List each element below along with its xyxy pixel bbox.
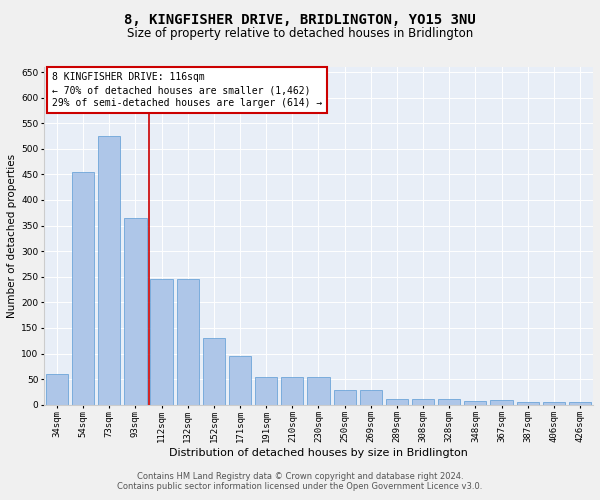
Bar — [72, 172, 94, 404]
Bar — [543, 402, 565, 404]
Bar — [151, 280, 173, 404]
Bar — [359, 390, 382, 404]
X-axis label: Distribution of detached houses by size in Bridlington: Distribution of detached houses by size … — [169, 448, 468, 458]
Bar — [438, 398, 460, 404]
Bar — [46, 374, 68, 404]
Bar — [176, 280, 199, 404]
Bar — [203, 338, 225, 404]
Bar — [334, 390, 356, 404]
Bar — [281, 376, 304, 404]
Bar — [569, 402, 591, 404]
Text: 8 KINGFISHER DRIVE: 116sqm
← 70% of detached houses are smaller (1,462)
29% of s: 8 KINGFISHER DRIVE: 116sqm ← 70% of deta… — [52, 72, 322, 108]
Bar — [229, 356, 251, 405]
Bar — [255, 376, 277, 404]
Text: Contains HM Land Registry data © Crown copyright and database right 2024.: Contains HM Land Registry data © Crown c… — [137, 472, 463, 481]
Bar — [98, 136, 121, 404]
Bar — [307, 376, 329, 404]
Y-axis label: Number of detached properties: Number of detached properties — [7, 154, 17, 318]
Bar — [412, 398, 434, 404]
Text: Contains public sector information licensed under the Open Government Licence v3: Contains public sector information licen… — [118, 482, 482, 491]
Text: 8, KINGFISHER DRIVE, BRIDLINGTON, YO15 3NU: 8, KINGFISHER DRIVE, BRIDLINGTON, YO15 3… — [124, 12, 476, 26]
Bar — [490, 400, 512, 404]
Bar — [124, 218, 146, 404]
Bar — [386, 398, 408, 404]
Bar — [464, 400, 487, 404]
Bar — [517, 402, 539, 404]
Text: Size of property relative to detached houses in Bridlington: Size of property relative to detached ho… — [127, 28, 473, 40]
